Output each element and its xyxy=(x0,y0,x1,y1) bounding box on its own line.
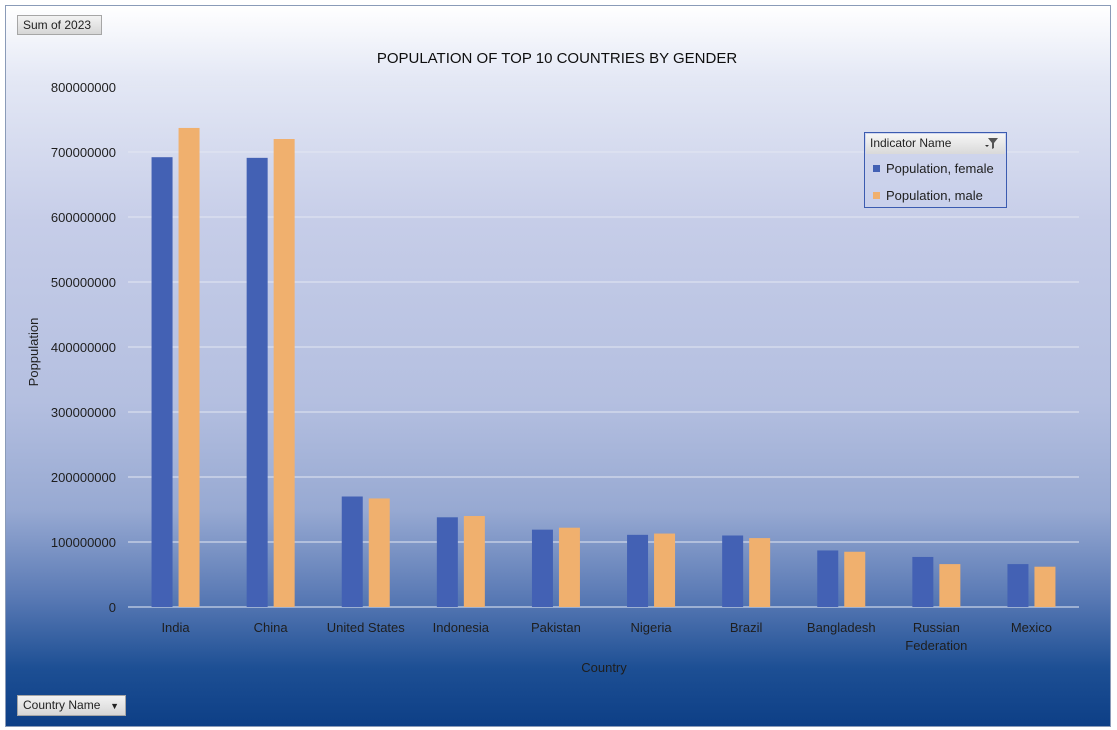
legend: Indicator Name Population, female Popula… xyxy=(864,132,1007,208)
bar-female xyxy=(627,534,649,607)
bars xyxy=(151,127,1056,607)
bar-male xyxy=(273,139,295,607)
bar-male xyxy=(463,516,485,607)
chart-area: Sum of 2023 POPULATION OF TOP 10 COUNTRI… xyxy=(5,5,1111,727)
y-tick-label: 700000000 xyxy=(51,145,116,160)
bar-female xyxy=(151,157,173,607)
bar-male xyxy=(558,527,580,607)
legend-field-button[interactable]: Indicator Name xyxy=(866,134,1005,154)
legend-swatch-male xyxy=(873,192,880,199)
chart-title: POPULATION OF TOP 10 COUNTRIES BY GENDER xyxy=(377,50,738,67)
y-tick-label: 100000000 xyxy=(51,535,116,550)
bar-male xyxy=(1034,566,1056,607)
y-tick-label: 800000000 xyxy=(51,80,116,95)
filter-icon[interactable] xyxy=(981,137,999,153)
legend-swatch-female xyxy=(873,165,880,172)
bar-male xyxy=(368,498,390,607)
y-tick-label: 300000000 xyxy=(51,405,116,420)
x-tick-label: Pakistan xyxy=(531,620,581,635)
bar-female xyxy=(817,550,839,607)
legend-item-female: Population, female xyxy=(873,161,994,176)
bar-male xyxy=(178,127,200,607)
bar-male xyxy=(749,538,771,607)
bar-female xyxy=(912,556,934,607)
values-field-button[interactable]: Sum of 2023 xyxy=(17,15,102,35)
legend-label-female: Population, female xyxy=(886,161,994,176)
y-tick-label: 500000000 xyxy=(51,275,116,290)
x-tick-label: Mexico xyxy=(1011,620,1052,635)
y-tick-label: 400000000 xyxy=(51,340,116,355)
x-tick-label: Russian xyxy=(913,620,960,635)
bar-male xyxy=(654,533,676,607)
y-tick-label: 200000000 xyxy=(51,470,116,485)
bar-female xyxy=(722,535,744,607)
y-axis-title: Poppulation xyxy=(26,318,41,387)
legend-item-male: Population, male xyxy=(873,188,983,203)
dropdown-arrow-icon: ▼ xyxy=(110,701,119,711)
x-tick-label: United States xyxy=(327,620,406,635)
x-tick-label: Bangladesh xyxy=(807,620,876,635)
bar-female xyxy=(1007,564,1029,607)
country-field-button[interactable]: Country Name ▼ xyxy=(17,695,126,716)
x-tick-label: Indonesia xyxy=(433,620,490,635)
legend-field-label: Indicator Name xyxy=(870,136,952,150)
x-tick-label: Federation xyxy=(905,638,967,653)
x-tick-label: China xyxy=(254,620,289,635)
y-axis-ticks: 0 100000000 200000000 300000000 400000000 500… xyxy=(51,80,116,615)
bar-male xyxy=(939,564,961,607)
y-tick-label: 600000000 xyxy=(51,210,116,225)
x-axis-labels: India China United States Indonesia Pakistan… xyxy=(161,620,1052,653)
bar-chart: POPULATION OF TOP 10 COUNTRIES BY GENDER… xyxy=(26,50,1079,675)
bar-female xyxy=(531,529,553,607)
bar-female xyxy=(341,496,363,607)
x-tick-label: Brazil xyxy=(730,620,763,635)
bar-male xyxy=(844,551,866,607)
x-axis-title: Country xyxy=(581,660,627,675)
bar-female xyxy=(246,157,268,607)
bar-female xyxy=(436,517,458,607)
legend-label-male: Population, male xyxy=(886,188,983,203)
country-field-label: Country Name xyxy=(23,698,101,712)
x-tick-label: Nigeria xyxy=(630,620,672,635)
y-tick-label: 0 xyxy=(109,600,116,615)
x-tick-label: India xyxy=(161,620,190,635)
